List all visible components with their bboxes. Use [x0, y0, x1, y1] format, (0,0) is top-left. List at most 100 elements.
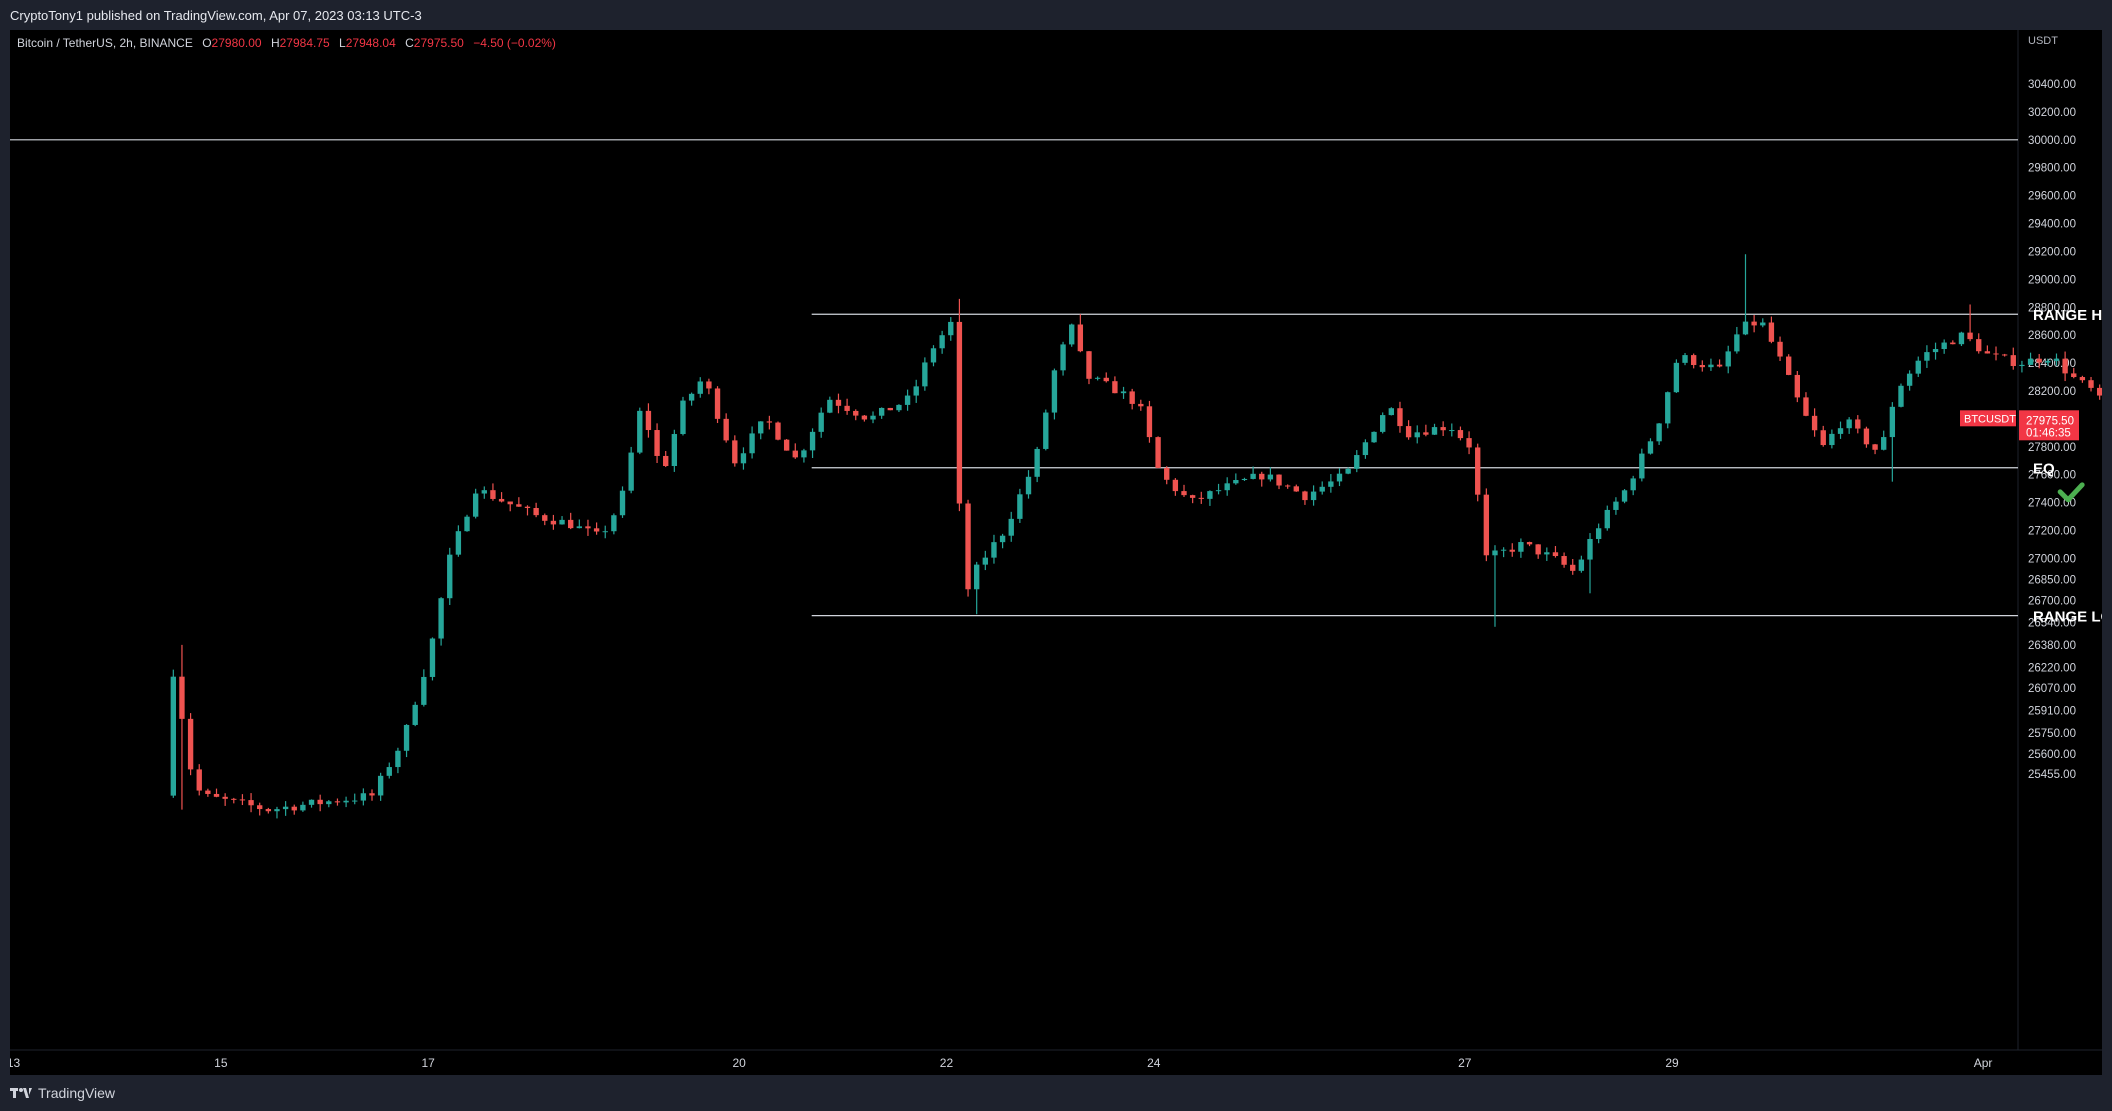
- checkmark-icon: [2057, 482, 2085, 503]
- y-tick-label: 25600.00: [2028, 749, 2076, 761]
- y-tick-label: 26380.00: [2028, 640, 2076, 652]
- candle-body: [1077, 324, 1084, 352]
- candle-body: [956, 321, 963, 504]
- candle-body: [326, 801, 332, 805]
- candle-body: [2019, 364, 2025, 367]
- candle-body: [421, 676, 427, 705]
- candle-body: [1950, 342, 1956, 345]
- x-tick-label: 15: [214, 1056, 228, 1070]
- candle-body: [1250, 473, 1256, 479]
- x-tick-label: Apr: [1974, 1056, 1993, 1070]
- tradingview-brand[interactable]: TradingView: [10, 1085, 115, 1101]
- candle-body: [1734, 334, 1740, 352]
- legend-close-label: C: [405, 36, 414, 50]
- candle-body: [1449, 430, 1455, 432]
- candle-body: [1716, 364, 1723, 367]
- candle-body: [611, 515, 617, 532]
- candle-body: [1613, 501, 1619, 510]
- candle-body: [740, 453, 747, 464]
- candle-body: [991, 542, 997, 558]
- y-tick-label: 30400.00: [2028, 79, 2076, 91]
- candle-body: [1198, 497, 1204, 499]
- candle-body: [1112, 381, 1118, 394]
- candle-body: [196, 769, 202, 791]
- x-tick-label: 13: [10, 1056, 21, 1070]
- candle-body: [1544, 552, 1550, 555]
- candle-body: [1336, 473, 1343, 482]
- candle-body: [1915, 360, 1921, 374]
- y-tick-label: 26700.00: [2028, 595, 2076, 607]
- candle-body: [706, 381, 712, 389]
- candle-body: [1146, 406, 1153, 438]
- candle-body: [490, 490, 496, 499]
- candle-body: [835, 399, 842, 406]
- candle-body: [222, 796, 228, 799]
- candle-body: [1215, 490, 1222, 492]
- candle-body: [1803, 397, 1809, 416]
- candle-body: [1777, 341, 1783, 357]
- candle-body: [455, 531, 462, 555]
- price-chart[interactable]: USDT 25455.00 25600.00 25750.00 25910.00 2607…: [10, 30, 2102, 1075]
- candle-body: [334, 801, 341, 803]
- candle-body: [481, 490, 487, 494]
- candle-body: [861, 415, 868, 420]
- candle-body: [231, 798, 237, 800]
- candle-body: [904, 395, 911, 405]
- candle-body: [1656, 423, 1662, 442]
- candle-body: [1034, 448, 1040, 477]
- candle-body: [516, 504, 522, 507]
- candle-body: [671, 434, 678, 467]
- candle-body: [2088, 380, 2094, 388]
- candle-body: [1708, 364, 1714, 368]
- y-tick-label: 27000.00: [2028, 553, 2076, 565]
- legend-open-value: 27980.00: [211, 36, 262, 50]
- y-tick-label: 27800.00: [2028, 442, 2076, 454]
- bar-countdown: 01:46:35: [2026, 427, 2071, 439]
- candle-body: [602, 531, 608, 533]
- candle-body: [1319, 486, 1325, 492]
- y-tick-label: 26850.00: [2028, 574, 2076, 586]
- candle-body: [1993, 353, 1999, 355]
- candle-body: [593, 528, 600, 532]
- candle-body: [1881, 437, 1887, 450]
- candle-body: [783, 439, 790, 451]
- candle-body: [550, 520, 557, 525]
- candle-body: [1786, 356, 1792, 375]
- candle-body: [1872, 444, 1878, 450]
- last-price-value: 27975.50: [2026, 415, 2074, 427]
- candle-body: [965, 503, 971, 590]
- candle-body: [1405, 426, 1412, 438]
- candle-body: [1017, 494, 1023, 519]
- chart-area[interactable]: USDT 25455.00 25600.00 25750.00 25910.00 2607…: [10, 30, 2102, 1075]
- candle-body: [429, 638, 436, 677]
- candle-body: [1587, 538, 1593, 560]
- candle-body: [559, 519, 565, 525]
- candle-body: [645, 410, 652, 431]
- candle-body: [1008, 518, 1014, 536]
- candle-body: [2045, 360, 2051, 363]
- candle-body: [369, 793, 375, 796]
- candle-body: [1345, 468, 1351, 474]
- candle-body: [2036, 358, 2042, 363]
- candle-body: [922, 362, 928, 387]
- candle-body: [697, 381, 703, 394]
- candle-body: [1388, 408, 1395, 416]
- candle-body: [663, 455, 669, 467]
- candle-body: [1371, 431, 1377, 443]
- symbol-tag: [1960, 410, 2016, 427]
- candle-body: [300, 804, 306, 811]
- candle-body: [1103, 377, 1109, 382]
- tradingview-logo-icon: [10, 1088, 32, 1098]
- candle-body: [1354, 455, 1360, 469]
- y-tick-label: 29600.00: [2028, 191, 2076, 203]
- candle-body: [1500, 549, 1507, 551]
- x-tick-label: 17: [421, 1056, 435, 1070]
- candle-body: [524, 506, 531, 508]
- y-tick-label: 28200.00: [2028, 386, 2076, 398]
- candle-body: [688, 393, 695, 401]
- candle-body: [1233, 480, 1239, 484]
- candle-body: [1276, 474, 1282, 486]
- candle-body: [1863, 428, 1870, 445]
- candle-body: [352, 800, 358, 802]
- candle-body: [187, 718, 194, 770]
